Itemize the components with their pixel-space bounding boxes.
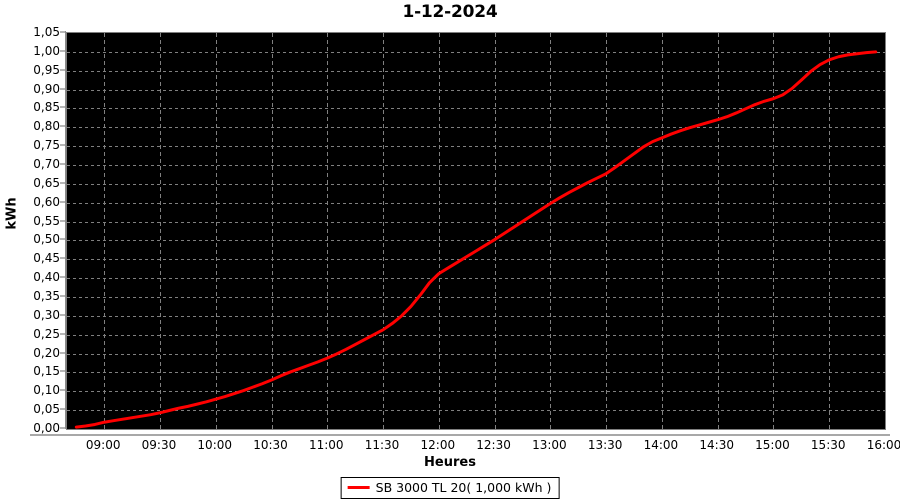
x-axis-tick-label: 10:00 [197,438,233,452]
y-axis-tick-mark [60,314,66,316]
x-axis-tick-label: 11:30 [364,438,400,452]
y-axis-tick-mark [60,144,66,146]
y-axis-tick-mark [60,408,66,410]
x-axis-title: Heures [424,455,476,470]
x-axis-line [30,434,890,436]
y-axis-tick-mark [60,220,66,222]
y-axis-tick-mark [60,238,66,240]
y-axis-tick-label: 0,50 [33,232,60,247]
y-axis-tick-mark [60,370,66,372]
y-axis-tick-label: 0,90 [33,81,60,96]
y-axis-tick-mark [60,163,66,165]
y-axis-tick-mark [60,69,66,71]
x-axis-tick-label: 14:30 [699,438,734,452]
chart-legend: SB 3000 TL 20( 1,000 kWh ) [340,477,560,499]
x-axis-tick-label: 15:00 [755,438,790,452]
x-axis-tick-label: 15:30 [810,438,846,452]
y-axis-tick-label: 1,00 [33,43,60,58]
y-axis-tick-label: 0,80 [33,119,60,134]
data-series-line [74,50,878,429]
y-axis-tick-label: 0,40 [33,270,60,285]
y-axis-tick-label: 1,05 [33,25,60,39]
x-axis-tick-label: 12:00 [420,438,456,452]
y-axis-tick-mark [60,295,66,297]
y-axis-tick-mark [60,352,66,354]
y-axis-tick-label: 0,70 [33,157,60,171]
x-axis-tick-label: 09:30 [141,438,177,452]
y-axis-tick-mark [60,201,66,203]
x-axis-tick-label: 12:30 [476,438,511,452]
y-axis-tick-label: 0,10 [33,383,60,398]
x-axis-tick-label: 09:00 [85,438,121,452]
y-axis-tick-label: 0,55 [33,213,60,228]
x-axis-tick-label: 13:00 [532,438,567,452]
y-axis-tick-label: 0,85 [33,100,60,115]
y-axis-tick-mark [60,106,66,108]
x-axis-tick-label: 13:30 [587,438,623,452]
x-axis-tick-label: 16:00 [866,438,900,452]
y-axis-tick-label: 0,00 [33,421,60,435]
x-axis-tick-label: 10:30 [253,438,288,452]
y-axis-tick-mark [60,333,66,335]
y-axis-tick-mark [60,182,66,184]
y-axis-tick-label: 0,60 [33,194,60,209]
legend-entry-label: SB 3000 TL 20( 1,000 kWh ) [375,480,552,495]
plot-svg [67,33,885,429]
y-axis-tick-label: 0,75 [33,138,60,153]
y-axis-tick-mark [60,125,66,127]
y-axis-tick-label: 0,05 [33,402,60,417]
y-axis-tick-mark [60,276,66,278]
legend-line-swatch-icon [347,486,370,489]
x-axis-tick-labels: 09:00 09:30 10:00 10:30 11:00 11:30 12:00 12:30… [0,438,900,458]
y-axis-tick-labels: 0,00 0,05 0,10 0,15 0,20 0,25 0,30 0,35 0,40 0,45… [0,25,66,435]
data-series-layer [74,50,878,429]
y-axis-tick-mark [60,88,66,90]
y-axis-line [65,31,66,429]
y-axis-tick-label: 0,65 [33,175,60,190]
x-axis-tick-label: 11:00 [308,438,344,452]
y-axis-tick-label: 0,15 [33,364,60,379]
y-axis-tick-label: 0,95 [33,62,60,77]
y-axis-tick-mark [60,257,66,259]
plot-area [66,32,886,430]
x-axis-tick-label: 14:00 [643,438,679,452]
y-axis-tick-label: 0,30 [33,307,60,322]
chart-title: 1-12-2024 [402,2,498,22]
y-axis-tick-mark [60,31,66,33]
y-axis-tick-mark [60,389,66,391]
y-axis-tick-label: 0,45 [33,251,60,266]
y-axis-tick-label: 0,35 [33,289,60,303]
gridlines [67,33,885,429]
y-axis-tick-mark [60,50,66,52]
y-axis-tick-label: 0,20 [33,345,60,360]
y-axis-tick-mark [60,427,66,429]
y-axis-tick-label: 0,25 [33,326,60,341]
